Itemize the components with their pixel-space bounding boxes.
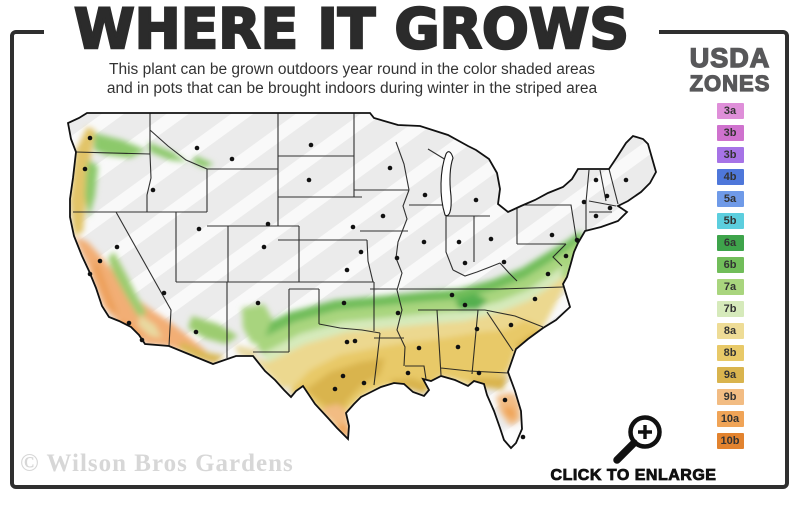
page-title: WHERE IT GROWS (44, 0, 659, 59)
legend-zone-6b: 6b (716, 257, 744, 273)
subtitle-line-2: and in pots that can be brought indoors … (106, 79, 598, 97)
usda-zones-legend: USDA ZONES 3a 3b 3b 4b 5a 5b 6a 6b 7a 7b 8a 8b 9a 9b 1… (686, 43, 774, 449)
subtitle-line-1: This plant can be grown outdoors year ro… (109, 61, 595, 78)
legend-zone-list: 3a 3b 3b 4b 5a 5b 6a 6b 7a 7b 8a 8b 9a 9b 10a 10b (686, 103, 774, 449)
watermark: © Wilson Bros Gardens (20, 450, 294, 477)
legend-zone-10a: 10a (716, 411, 744, 427)
legend-zone-4b: 4b (716, 169, 744, 185)
subtitle: This plant can be grown outdoors year ro… (36, 61, 668, 98)
city-markers (82, 135, 629, 440)
legend-zone-8b: 8b (716, 345, 744, 361)
legend-title-usda: USDA (689, 43, 771, 73)
legend-zone-5b: 5b (716, 213, 744, 229)
legend-zone-5a: 5a (716, 191, 744, 207)
state-borders (73, 113, 619, 386)
lake-michigan (440, 151, 454, 217)
legend-zone-10b: 10b (716, 433, 744, 449)
zone-shading (70, 127, 590, 448)
striped-overwinter-area (68, 113, 656, 448)
legend-zone-9b: 9b (716, 389, 744, 405)
legend-zone-7b: 7b (716, 301, 744, 317)
legend-zone-3a: 3a (716, 103, 744, 119)
legend-zone-3b: 3b (716, 125, 744, 141)
legend-zone-9a: 9a (716, 367, 744, 383)
click-to-enlarge-label[interactable]: CLICK TO ENLARGE (550, 467, 717, 485)
legend-zone-7a: 7a (716, 279, 744, 295)
legend-title-zones: ZONES (689, 71, 771, 96)
magnifier-plus-icon[interactable] (606, 405, 664, 471)
legend-zone-3b: 3b (716, 147, 744, 163)
legend-zone-6a: 6a (716, 235, 744, 251)
legend-zone-8a: 8a (716, 323, 744, 339)
